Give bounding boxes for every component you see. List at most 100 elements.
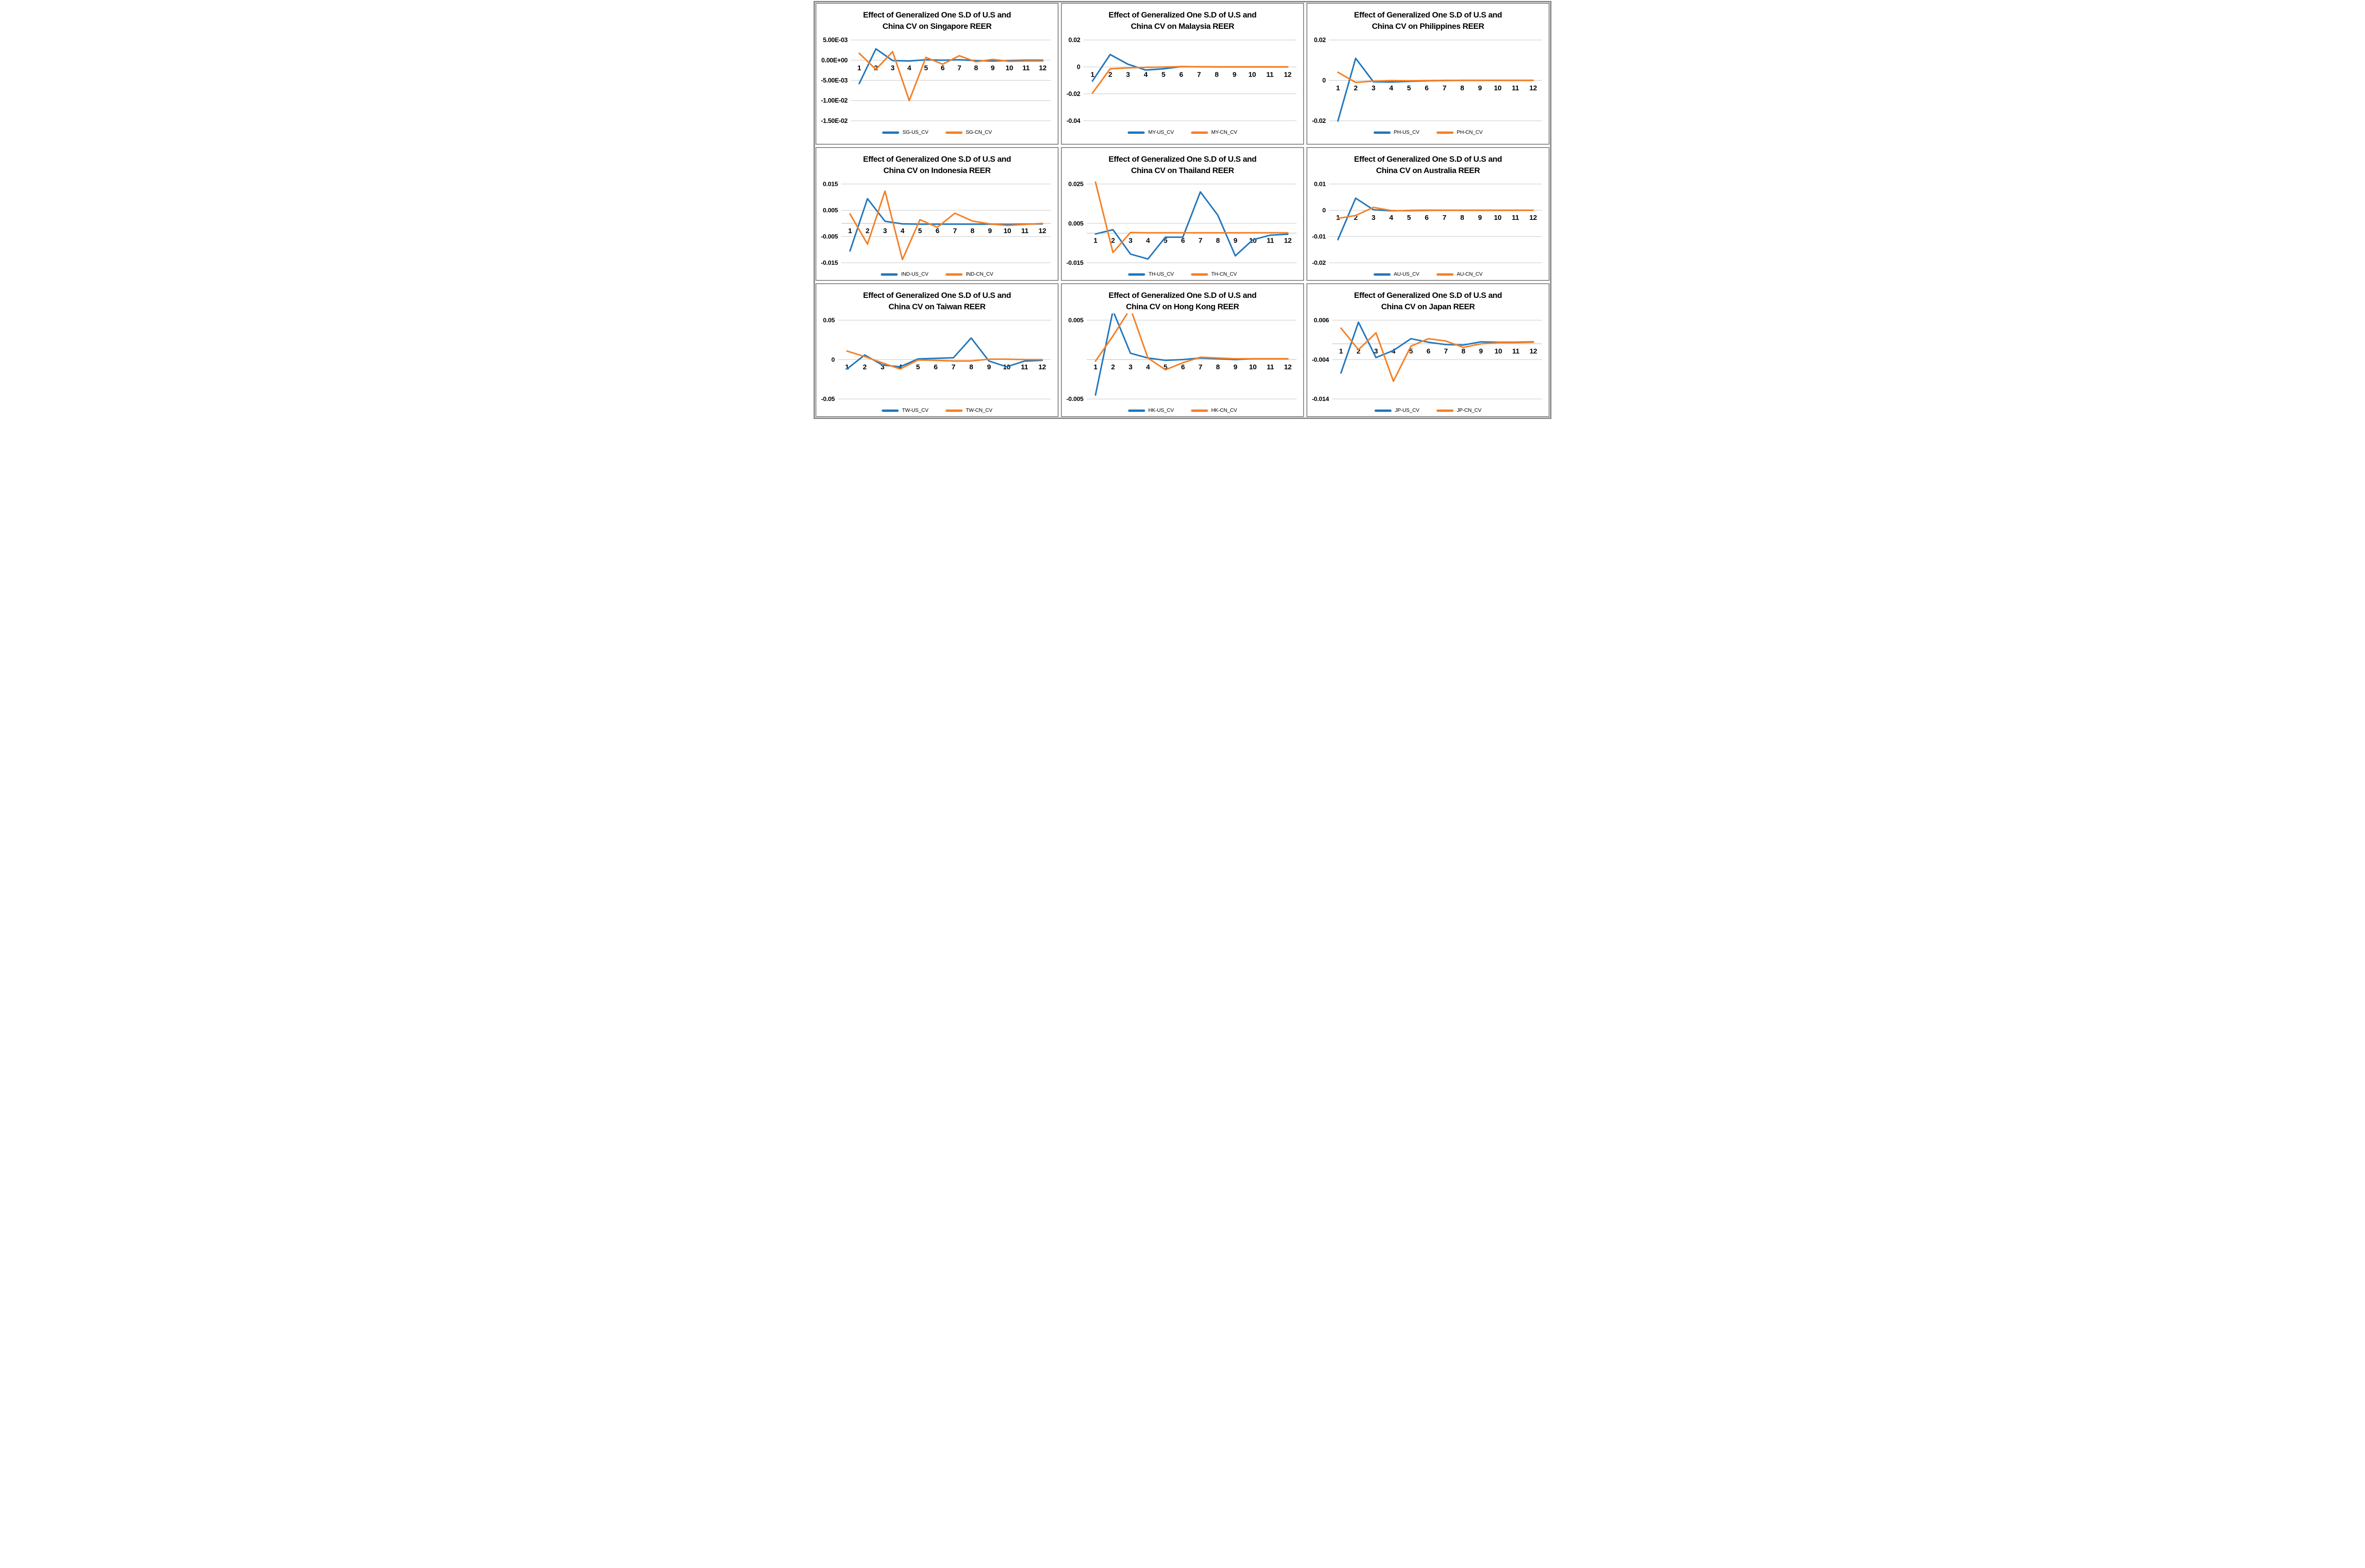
legend-label: AU-CN_CV xyxy=(1456,271,1483,277)
legend-label: SG-US_CV xyxy=(902,130,928,136)
svg-text:1: 1 xyxy=(1336,84,1340,92)
chart-panel-australia: Effect of Generalized One S.D of U.S and… xyxy=(1306,147,1550,281)
svg-text:0.01: 0.01 xyxy=(1314,181,1326,188)
chart-title-line2: China CV on Philippines REER xyxy=(1372,22,1484,31)
svg-text:5: 5 xyxy=(924,64,928,72)
svg-text:10: 10 xyxy=(1004,227,1011,235)
svg-text:7: 7 xyxy=(1444,348,1448,356)
svg-text:12: 12 xyxy=(1530,348,1537,356)
svg-text:5: 5 xyxy=(1164,364,1167,371)
legend-item: IND-CN_CV xyxy=(945,271,993,277)
svg-text:0.015: 0.015 xyxy=(823,181,839,188)
svg-text:3: 3 xyxy=(891,64,894,72)
svg-text:3: 3 xyxy=(1126,71,1130,79)
chart-panel-indonesia: Effect of Generalized One S.D of U.S and… xyxy=(815,147,1059,281)
svg-text:0.05: 0.05 xyxy=(823,317,835,324)
svg-text:4: 4 xyxy=(1389,84,1393,92)
svg-text:2: 2 xyxy=(1354,84,1358,92)
chart-title-line1: Effect of Generalized One S.D of U.S and xyxy=(863,10,1011,19)
svg-text:6: 6 xyxy=(941,64,945,72)
legend-line-swatch xyxy=(945,273,963,276)
svg-text:11: 11 xyxy=(1266,71,1273,79)
legend-label: PH-CN_CV xyxy=(1456,130,1483,136)
chart-title-line1: Effect of Generalized One S.D of U.S and xyxy=(1354,10,1502,19)
chart-title-line1: Effect of Generalized One S.D of U.S and xyxy=(1108,10,1257,19)
svg-text:6: 6 xyxy=(936,227,939,235)
svg-text:12: 12 xyxy=(1039,64,1046,72)
svg-text:7: 7 xyxy=(1197,71,1201,79)
chart-title-line1: Effect of Generalized One S.D of U.S and xyxy=(1108,291,1257,300)
legend-item: AU-US_CV xyxy=(1373,271,1419,277)
chart-title: Effect of Generalized One S.D of U.S and… xyxy=(1066,154,1299,176)
legend-label: JP-CN_CV xyxy=(1456,408,1481,413)
svg-text:-0.05: -0.05 xyxy=(821,395,835,402)
legend-item: PH-CN_CV xyxy=(1436,130,1483,136)
legend-item: JP-US_CV xyxy=(1375,408,1419,413)
legend-line-swatch xyxy=(1128,131,1145,134)
svg-text:-1.00E-02: -1.00E-02 xyxy=(821,97,848,104)
chart-title-line2: China CV on Hong Kong REER xyxy=(1126,302,1239,312)
svg-text:-1.50E-02: -1.50E-02 xyxy=(821,117,848,124)
svg-text:9: 9 xyxy=(991,64,995,72)
svg-text:3: 3 xyxy=(1129,364,1132,371)
svg-text:2: 2 xyxy=(1357,348,1360,356)
legend-label: IND-CN_CV xyxy=(965,271,993,277)
svg-text:6: 6 xyxy=(1425,84,1428,92)
svg-text:6: 6 xyxy=(1425,214,1428,222)
chart-title-line2: China CV on Thailand REER xyxy=(1131,166,1234,175)
svg-text:1: 1 xyxy=(1091,71,1095,79)
svg-text:5: 5 xyxy=(916,364,920,371)
svg-text:5: 5 xyxy=(1407,214,1411,222)
legend-label: HK-US_CV xyxy=(1148,408,1174,413)
legend-label: HK-CN_CV xyxy=(1211,408,1237,413)
svg-text:0.005: 0.005 xyxy=(1069,220,1084,227)
svg-text:0: 0 xyxy=(1077,63,1080,70)
svg-text:0: 0 xyxy=(1323,207,1326,214)
svg-text:9: 9 xyxy=(1478,84,1482,92)
svg-text:7: 7 xyxy=(1443,214,1446,222)
svg-text:5: 5 xyxy=(1407,84,1411,92)
legend-label: TW-CN_CV xyxy=(965,408,992,413)
svg-text:6: 6 xyxy=(1179,71,1183,79)
svg-text:12: 12 xyxy=(1529,214,1537,222)
svg-text:10: 10 xyxy=(1249,364,1257,371)
chart-panel-taiwan: Effect of Generalized One S.D of U.S and… xyxy=(815,283,1059,417)
svg-text:0.025: 0.025 xyxy=(1069,181,1084,188)
svg-text:3: 3 xyxy=(881,364,885,371)
svg-text:2: 2 xyxy=(1108,71,1112,79)
svg-text:11: 11 xyxy=(1267,237,1274,245)
svg-text:8: 8 xyxy=(1462,348,1465,356)
legend-line-swatch xyxy=(1436,273,1454,276)
svg-text:11: 11 xyxy=(1021,364,1028,371)
svg-text:7: 7 xyxy=(953,227,957,235)
chart-title-line2: China CV on Singapore REER xyxy=(882,22,992,31)
chart-title-line1: Effect of Generalized One S.D of U.S and xyxy=(863,155,1011,164)
svg-text:10: 10 xyxy=(1006,64,1013,72)
svg-text:11: 11 xyxy=(1512,214,1519,222)
svg-text:-0.005: -0.005 xyxy=(821,233,838,240)
chart-title: Effect of Generalized One S.D of U.S and… xyxy=(820,154,1054,176)
svg-text:10: 10 xyxy=(1494,84,1501,92)
svg-text:-0.02: -0.02 xyxy=(1067,90,1080,97)
chart-title-line2: China CV on Japan REER xyxy=(1381,302,1475,312)
chart-title: Effect of Generalized One S.D of U.S and… xyxy=(1311,154,1545,176)
svg-text:-0.005: -0.005 xyxy=(1066,395,1084,402)
svg-text:10: 10 xyxy=(1494,214,1501,222)
svg-text:9: 9 xyxy=(987,364,991,371)
legend-line-swatch xyxy=(1373,273,1391,276)
svg-text:9: 9 xyxy=(1234,364,1237,371)
chart-title: Effect of Generalized One S.D of U.S and… xyxy=(820,290,1054,313)
svg-text:12: 12 xyxy=(1284,237,1292,245)
chart-panel-malaysia: Effect of Generalized One S.D of U.S and… xyxy=(1061,3,1304,145)
chart-panel-japan: Effect of Generalized One S.D of U.S and… xyxy=(1306,283,1550,417)
chart-legend: HK-US_CV HK-CN_CV xyxy=(1062,408,1303,416)
svg-text:2: 2 xyxy=(1111,364,1115,371)
svg-text:3: 3 xyxy=(1372,84,1375,92)
legend-line-swatch xyxy=(1128,409,1145,412)
svg-text:11: 11 xyxy=(1021,227,1028,235)
legend-label: JP-US_CV xyxy=(1395,408,1419,413)
legend-line-swatch xyxy=(1191,409,1208,412)
svg-text:-0.02: -0.02 xyxy=(1312,117,1326,124)
